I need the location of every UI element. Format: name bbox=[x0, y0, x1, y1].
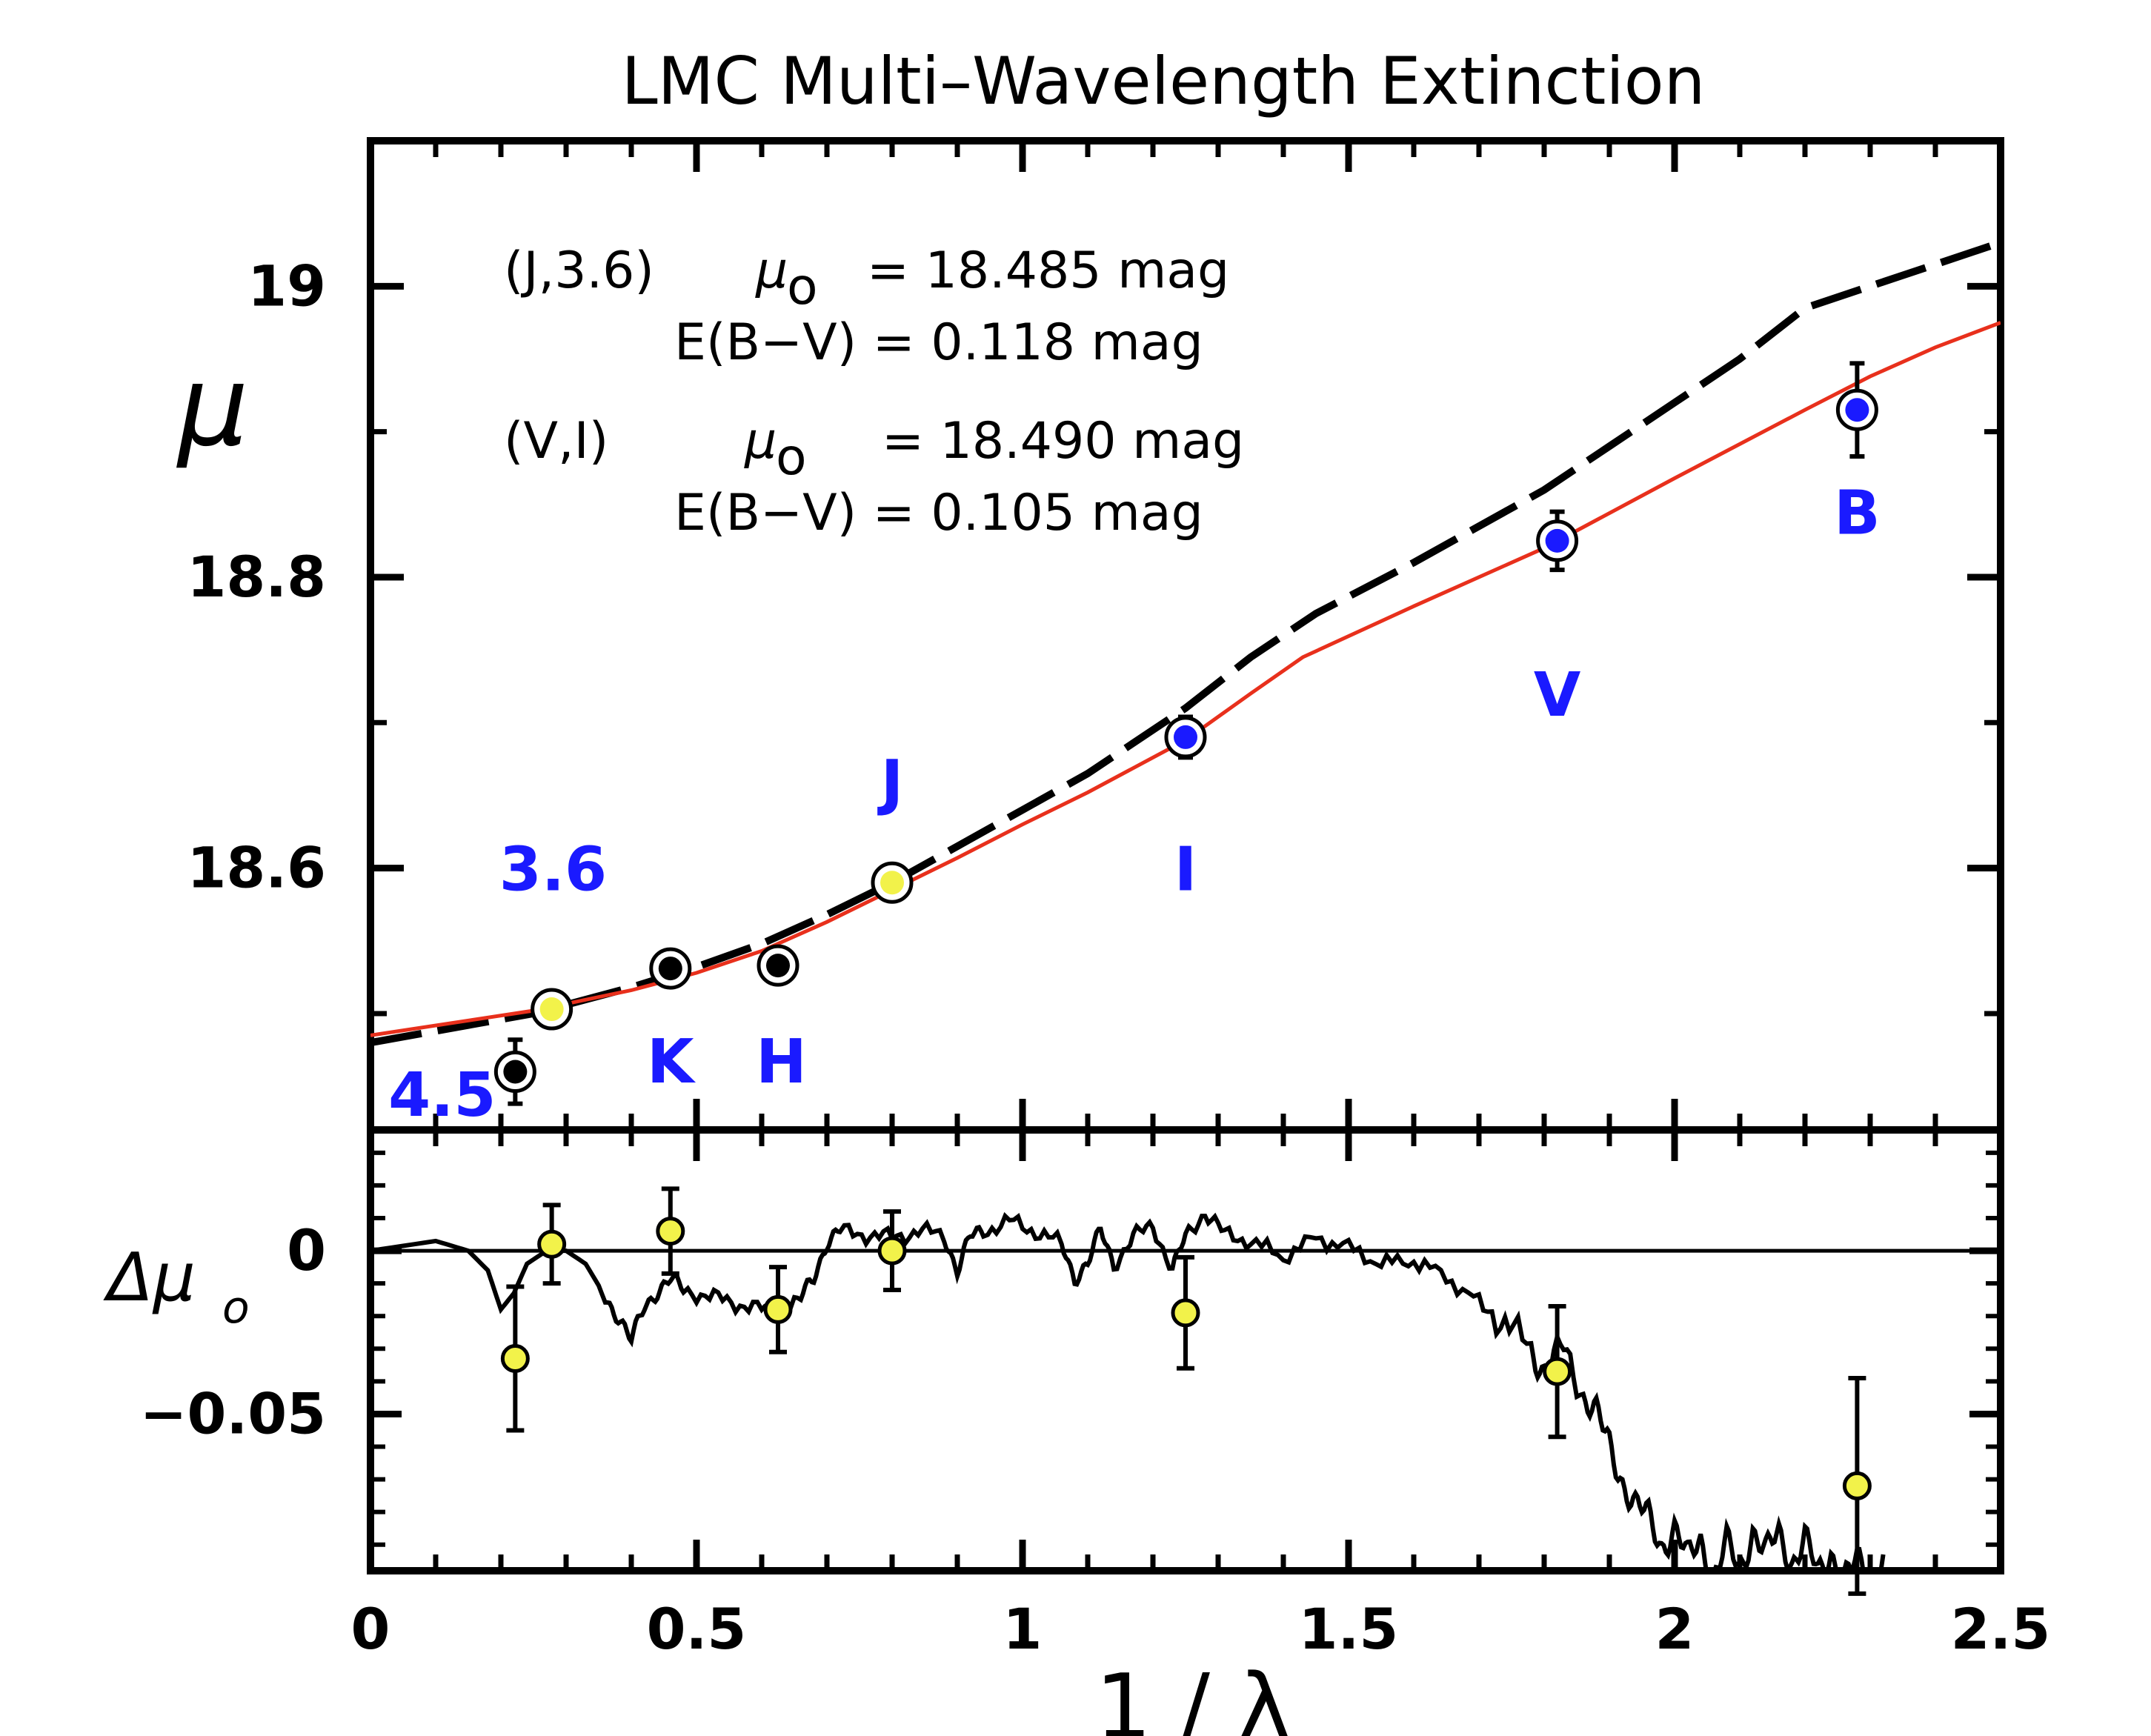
vi-mu-subscript: o bbox=[776, 428, 807, 487]
ji-ebv-value: E(B−V) = 0.118 mag bbox=[674, 313, 1203, 372]
vi-ebv-value: E(B−V) = 0.105 mag bbox=[674, 484, 1203, 542]
band-label-V: V bbox=[1534, 660, 1581, 731]
x-tick-label: 1.5 bbox=[1299, 1596, 1399, 1662]
bottom-y-axis-label: Δμ bbox=[103, 1239, 196, 1317]
top-y-tick-label: 18.6 bbox=[187, 835, 326, 901]
bottom-y-tick-label: 0 bbox=[287, 1217, 326, 1283]
ji-fit-label: (J,3.6) bbox=[504, 242, 654, 300]
bottom-point bbox=[877, 1236, 907, 1266]
ji-fit-curve bbox=[370, 239, 2001, 1047]
fit-annotations: (J,3.6) μ o = 18.485 mag E(B−V) = 0.118 … bbox=[504, 242, 1244, 542]
top-point-B bbox=[1845, 398, 1869, 422]
bottom-point bbox=[656, 1217, 685, 1246]
vi-fit-label: (V,I) bbox=[504, 412, 608, 470]
band-label-I: I bbox=[1174, 835, 1197, 905]
top-y-axis-label: μ bbox=[176, 342, 248, 471]
top-y-tick-label: 19 bbox=[247, 253, 326, 319]
top-point-3.6 bbox=[539, 997, 564, 1022]
x-tick-label: 1 bbox=[1003, 1596, 1043, 1662]
x-axis-label: 1 / λ bbox=[1095, 1656, 1291, 1736]
vi-fit-curve bbox=[370, 321, 2001, 1037]
bottom-point bbox=[500, 1344, 530, 1374]
bottom-point bbox=[1543, 1357, 1572, 1386]
ji-mu-symbol: μ bbox=[755, 242, 788, 300]
vi-mu-symbol: μ bbox=[744, 412, 777, 470]
x-tick-label: 2 bbox=[1655, 1596, 1695, 1662]
ji-mu-value: = 18.485 mag bbox=[867, 242, 1229, 300]
top-point-I bbox=[1174, 725, 1197, 749]
bottom-point bbox=[763, 1294, 793, 1324]
band-label-H: H bbox=[756, 1027, 807, 1097]
top-y-tick-label: 18.8 bbox=[187, 544, 326, 610]
bottom-point bbox=[537, 1229, 567, 1259]
x-tick-label: 2.5 bbox=[1951, 1596, 2051, 1662]
band-label-B: B bbox=[1834, 479, 1881, 549]
bottom-y-tick-label: −0.05 bbox=[140, 1380, 326, 1446]
vi-mu-value: = 18.490 mag bbox=[882, 412, 1244, 470]
top-point-V bbox=[1545, 528, 1569, 553]
ji-mu-subscript: o bbox=[787, 258, 818, 316]
top-point-J bbox=[880, 871, 904, 895]
bottom-y-axis-label-subscript: o bbox=[222, 1282, 250, 1334]
top-point-K bbox=[658, 957, 682, 981]
band-label-J: J bbox=[877, 748, 904, 818]
band-label-4.5: 4.5 bbox=[388, 1060, 496, 1131]
band-label-3.6: 3.6 bbox=[499, 835, 607, 905]
residual-spectrum bbox=[370, 1211, 1886, 1571]
top-point-H bbox=[766, 954, 790, 978]
bottom-point bbox=[1171, 1298, 1200, 1328]
top-point-4.5 bbox=[503, 1060, 528, 1084]
band-label-K: K bbox=[647, 1027, 697, 1097]
x-tick-label: 0 bbox=[351, 1596, 390, 1662]
x-tick-label: 0.5 bbox=[647, 1596, 747, 1662]
bottom-point bbox=[1842, 1471, 1872, 1500]
chart-title: LMC Multi–Wavelength Extinction bbox=[622, 43, 1706, 119]
